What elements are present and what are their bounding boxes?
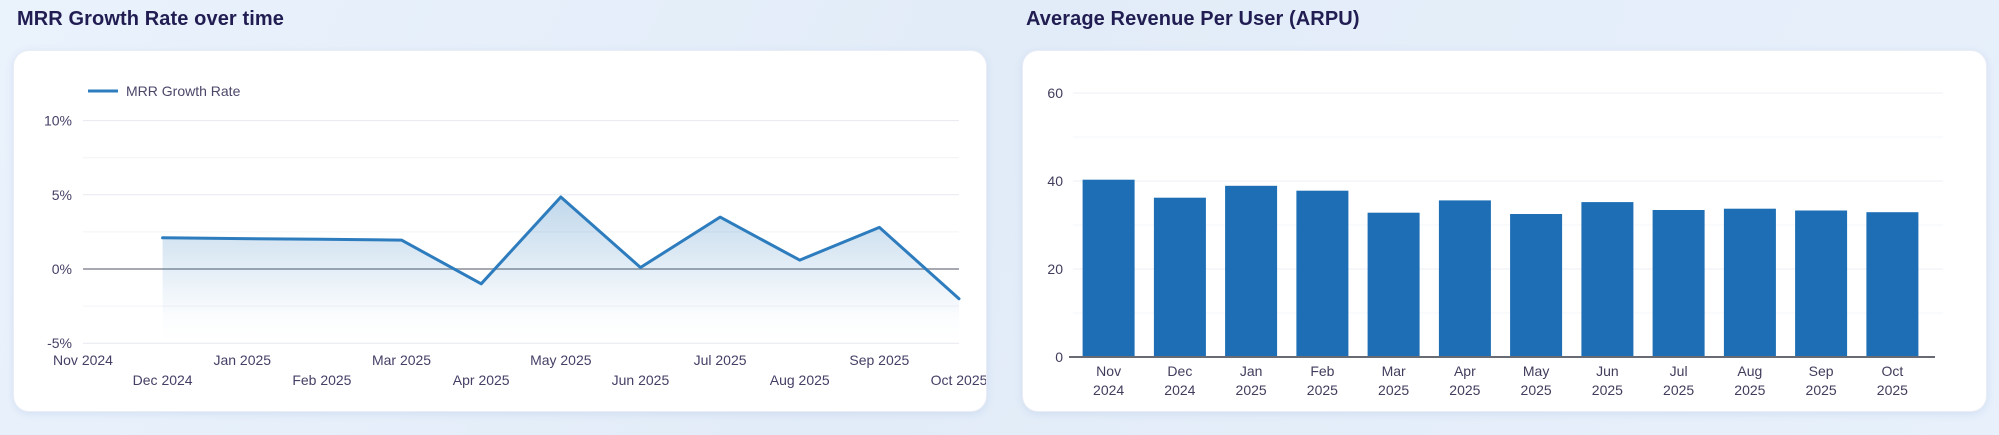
series-line [161,195,961,301]
arpu-chart-title: Average Revenue Per User (ARPU) [1026,8,1360,30]
x-axis-tick-label-year: 2025 [1734,382,1765,398]
x-axis-tick-label-year: 2024 [1093,382,1124,398]
bar [1581,202,1634,357]
bar [1866,212,1919,357]
x-axis-tick-label-month: Jan [1240,363,1263,379]
x-axis-tick-label-year: 2025 [1236,382,1267,398]
x-axis-tick-label: Apr 2025 [453,372,510,388]
mrr-growth-chart-title: MRR Growth Rate over time [17,8,284,30]
x-axis-tick-label-month: Nov [1096,363,1121,379]
bar [1296,190,1349,357]
x-axis-tick-label-year: 2025 [1663,382,1694,398]
legend-label: MRR Growth Rate [126,83,241,99]
y-axis-tick-label: 5% [52,187,72,203]
x-axis-tick-label-year: 2025 [1307,382,1338,398]
x-axis-tick-label-month: May [1523,363,1549,379]
y-axis-tick-label: 10% [44,113,72,129]
x-axis-tick-label-month: Mar [1382,363,1406,379]
x-axis-tick-label: Sep 2025 [849,352,909,368]
bar [1367,212,1420,357]
mrr-growth-chart-card: 10% 5% 0% -5% Nov 2024 Dec 2024 Jan 2025 Feb 20… [13,50,987,412]
y-axis-tick-label: 0 [1055,349,1063,365]
x-axis-tick-label: Dec 2024 [133,372,193,388]
x-axis-tick-label: Jan 2025 [213,352,271,368]
x-axis-tick-label-year: 2025 [1378,382,1409,398]
bar [1652,210,1705,357]
x-axis-tick-label: May 2025 [530,352,592,368]
mrr-growth-line-chart: 10% 5% 0% -5%Nov 2024 Dec 2024 Jan 2025 Feb 20… [44,83,986,388]
x-axis-tick-label-month: Jun [1596,363,1619,379]
x-axis-tick-label-year: 2025 [1592,382,1623,398]
x-axis-tick-label-month: Feb [1310,363,1334,379]
x-axis-tick-label-month: Dec [1167,363,1192,379]
x-axis-tick-label: Jul 2025 [694,352,747,368]
x-axis-tick-label: Feb 2025 [292,372,351,388]
y-axis-tick-label: -5% [47,335,72,351]
x-axis-tick-label: Mar 2025 [372,352,431,368]
y-axis-tick-label: 0% [52,261,72,277]
bar [1723,208,1776,357]
x-axis-tick-label-month: Aug [1737,363,1762,379]
x-axis-tick-label-year: 2025 [1521,382,1552,398]
bar [1153,197,1206,357]
x-axis-tick-label-month: Apr [1454,363,1476,379]
x-axis-tick-label: Oct 2025 [931,372,986,388]
x-axis-tick-label-year: 2025 [1806,382,1837,398]
x-axis-tick-label-year: 2024 [1164,382,1195,398]
bar [1082,179,1135,357]
bar [1510,214,1563,357]
x-axis-tick-label-month: Sep [1809,363,1834,379]
bar [1225,185,1278,357]
bar [1438,200,1491,357]
y-axis-tick-label: 20 [1047,261,1063,277]
x-axis-tick-label-year: 2025 [1877,382,1908,398]
y-axis-tick-label: 60 [1047,85,1063,101]
x-axis-tick-label-month: Oct [1881,363,1903,379]
y-axis-tick-label: 40 [1047,173,1063,189]
x-axis-tick-label: Jun 2025 [612,372,670,388]
bar [1795,210,1848,357]
x-axis-tick-label-month: Jul [1670,363,1688,379]
series-area-fill [162,197,960,344]
arpu-chart-card: 0 20 40 60 Nov 2024 Dec 2024 Jan 2025 Feb 2025 Mar 20… [1022,50,1987,412]
arpu-bar-chart: 0 20 40 60 Nov 2024 Dec 2024 Jan 2025 Feb 2025 Mar 20… [1047,85,1943,398]
x-axis-tick-label-year: 2025 [1449,382,1480,398]
x-axis-tick-label: Aug 2025 [770,372,830,388]
x-axis-tick-label: Nov 2024 [53,352,113,368]
